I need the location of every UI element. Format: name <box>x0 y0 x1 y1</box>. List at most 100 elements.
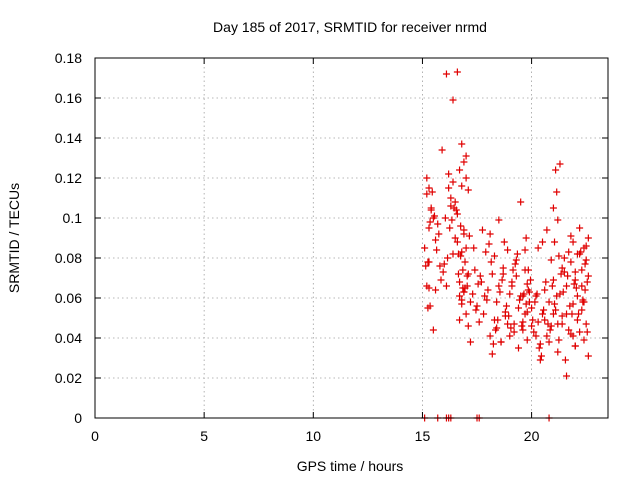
data-point <box>555 336 563 344</box>
y-axis-label: SRMTID / TECUs <box>6 183 22 293</box>
data-point <box>544 320 552 328</box>
data-point <box>436 262 444 270</box>
data-point <box>460 158 468 166</box>
data-point <box>456 292 464 300</box>
x-tick-label: 5 <box>200 428 208 444</box>
data-point <box>516 296 524 304</box>
data-point <box>506 290 514 298</box>
data-point <box>483 296 491 304</box>
data-point <box>551 300 559 308</box>
data-point <box>435 230 443 238</box>
data-point <box>462 244 470 252</box>
data-point <box>558 320 566 328</box>
data-point <box>445 184 453 192</box>
data-point <box>522 300 530 308</box>
data-point <box>528 322 536 330</box>
data-point <box>439 268 447 276</box>
data-point <box>560 254 568 262</box>
data-point <box>433 246 441 254</box>
data-point <box>523 308 531 316</box>
data-point <box>566 302 574 310</box>
data-point <box>583 278 591 286</box>
data-point <box>569 238 577 246</box>
y-tick-label: 0.06 <box>55 290 82 306</box>
grid-lines <box>95 58 608 418</box>
data-point <box>501 312 509 320</box>
y-tick-label: 0.04 <box>55 330 82 346</box>
data-point <box>456 316 464 324</box>
data-point <box>469 290 477 298</box>
data-point <box>525 288 533 296</box>
data-point <box>507 324 515 332</box>
data-point <box>430 212 438 220</box>
data-point <box>523 280 531 288</box>
data-point <box>535 344 543 352</box>
data-point <box>478 226 486 234</box>
x-tick-label: 0 <box>91 428 99 444</box>
data-point <box>573 292 581 300</box>
data-point <box>509 266 517 274</box>
x-tick-label: 20 <box>524 428 540 444</box>
data-point <box>514 304 522 312</box>
data-point <box>557 270 565 278</box>
x-tick-label: 15 <box>415 428 431 444</box>
data-point <box>432 236 440 244</box>
data-point <box>447 194 455 202</box>
x-axis: 0 5 10 15 20 <box>91 58 540 444</box>
data-point <box>449 96 457 104</box>
data-point <box>481 292 489 300</box>
data-point <box>545 298 553 306</box>
data-point <box>554 216 562 224</box>
data-point <box>571 342 579 350</box>
data-point <box>512 272 520 280</box>
data-point <box>534 318 542 326</box>
data-point <box>537 352 545 360</box>
data-point <box>531 298 539 306</box>
y-tick-label: 0.1 <box>63 210 83 226</box>
data-point <box>437 276 445 284</box>
data-point <box>514 344 522 352</box>
data-point <box>500 238 508 246</box>
data-point <box>480 310 488 318</box>
data-point <box>519 292 527 300</box>
data-point <box>446 224 454 232</box>
data-point <box>423 174 431 182</box>
data-point <box>547 256 555 264</box>
data-point <box>464 322 472 330</box>
data-point <box>459 266 467 274</box>
data-point <box>458 300 466 308</box>
data-point <box>581 260 589 268</box>
data-point <box>456 166 464 174</box>
data-point <box>486 332 494 340</box>
data-point <box>434 220 442 228</box>
data-point <box>567 232 575 240</box>
data-point <box>506 332 514 340</box>
data-point <box>548 282 556 290</box>
y-tick-label: 0.14 <box>55 130 82 146</box>
y-tick-label: 0.02 <box>55 370 82 386</box>
data-point <box>561 356 569 364</box>
data-point <box>563 310 571 318</box>
data-point <box>541 286 549 294</box>
data-point <box>558 264 566 272</box>
data-point <box>425 184 433 192</box>
data-point <box>425 284 433 292</box>
data-point <box>563 372 571 380</box>
data-point <box>445 170 453 178</box>
data-point <box>426 218 434 226</box>
data-point <box>524 266 532 274</box>
data-point <box>452 206 460 214</box>
data-point <box>421 244 429 252</box>
data-point <box>546 326 554 334</box>
data-point <box>440 260 448 268</box>
data-point <box>466 298 474 306</box>
data-point <box>422 262 430 270</box>
data-point <box>442 282 450 290</box>
data-point <box>504 320 512 328</box>
data-point <box>543 226 551 234</box>
data-point <box>470 244 478 252</box>
data-point <box>493 298 501 306</box>
data-point <box>545 338 553 346</box>
data-point <box>485 240 493 248</box>
